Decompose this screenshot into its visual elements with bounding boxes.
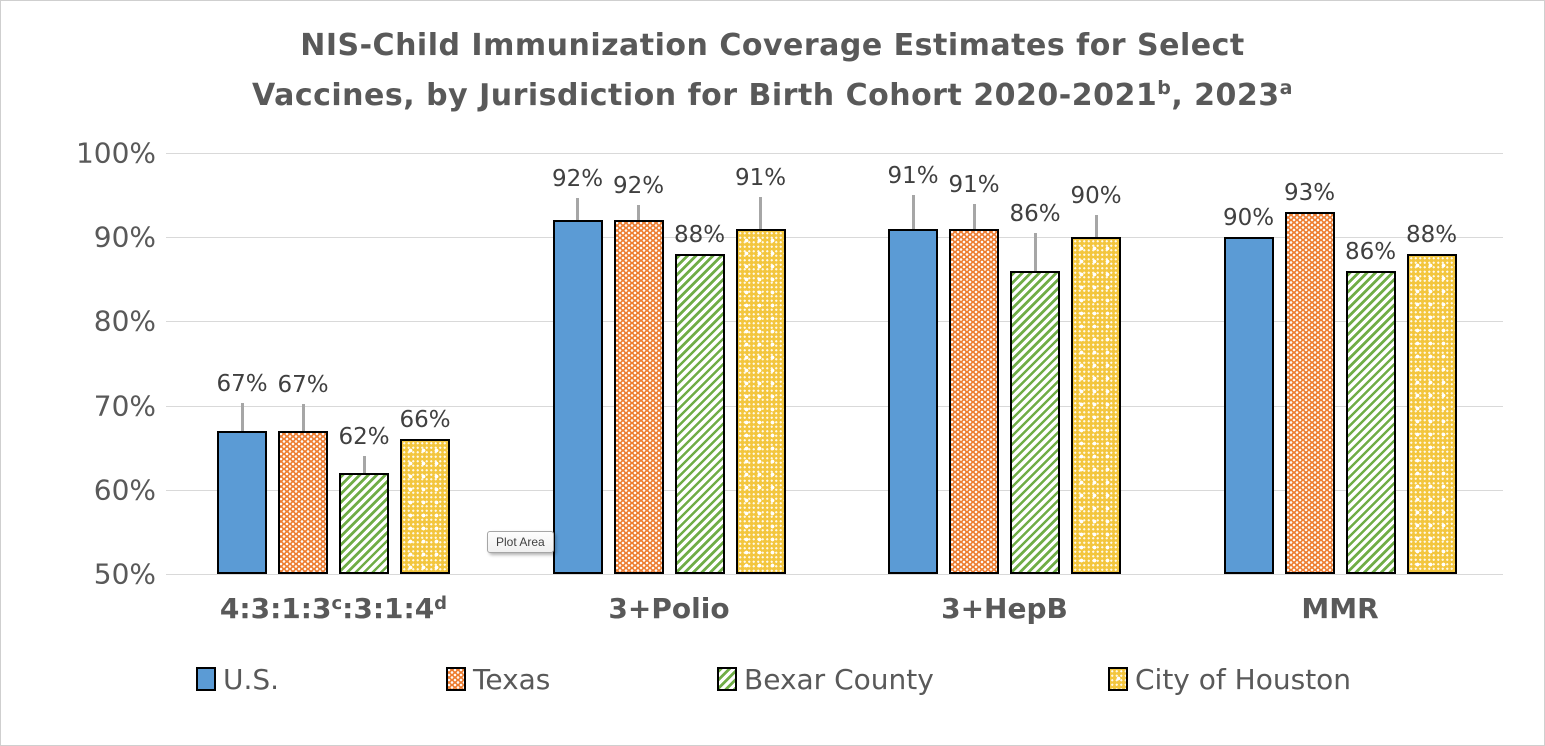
y-tick-label: 60% (93, 473, 156, 507)
error-bar-us-cat1 (240, 403, 244, 431)
legend-label-houston: City of Houston (1135, 662, 1352, 696)
legend: U.S. Texas Bexar County City of Houston (1, 661, 1544, 701)
plot-area-tooltip: Plot Area (487, 531, 554, 553)
data-label-texas-cat1: 67% (277, 371, 329, 398)
bar-texas-cat2[interactable] (613, 220, 664, 574)
error-bar-houston-cat2 (759, 196, 762, 229)
x-category-label-1: 4:3:1:3c:3:1:4d (220, 592, 447, 625)
y-tick-label: 100% (75, 136, 156, 170)
legend-item-bexar[interactable]: Bexar County (717, 661, 934, 697)
category-text: 3+Polio (608, 592, 730, 625)
bar-houston-cat3[interactable] (1071, 237, 1121, 574)
data-label-houston-cat1: 66% (399, 407, 451, 434)
data-label-bexar-cat1: 62% (338, 424, 390, 451)
gridline (166, 489, 1503, 491)
data-label-us-cat1: 67% (216, 371, 268, 398)
legend-item-texas[interactable]: Texas (446, 661, 550, 697)
legend-label-us: U.S. (223, 662, 280, 696)
error-bar-us-cat3 (911, 195, 915, 229)
category-text: :3:1:4 (342, 592, 435, 625)
error-bar-us-cat2 (576, 198, 579, 221)
gridline (166, 321, 1503, 323)
data-label-us-cat4: 90% (1222, 205, 1275, 232)
bar-houston-cat2[interactable] (735, 228, 786, 574)
bar-houston-cat1[interactable] (400, 439, 450, 574)
bar-texas-cat3[interactable] (949, 228, 999, 574)
chart-title: NIS-Child Immunization Coverage Estimate… (1, 25, 1544, 117)
category-text: 3+HepB (941, 592, 1068, 625)
error-bar-texas-cat2 (637, 205, 640, 221)
x-category-label-4: MMR (1301, 592, 1378, 625)
error-bar-bexar-cat3 (1033, 232, 1037, 271)
gridline (166, 153, 1503, 154)
legend-swatch-bexar (717, 667, 737, 691)
y-tick-label: 90% (93, 220, 156, 254)
data-label-houston-cat2: 91% (734, 164, 787, 191)
bar-us-cat4[interactable] (1223, 237, 1274, 574)
legend-label-bexar: Bexar County (744, 662, 934, 696)
legend-item-houston[interactable]: City of Houston (1108, 661, 1351, 697)
bar-bexar-cat2[interactable] (674, 254, 725, 574)
data-label-bexar-cat3: 86% (1009, 201, 1061, 227)
category-text: MMR (1301, 592, 1379, 625)
gridline (166, 237, 1503, 239)
error-bar-bexar-cat1 (362, 456, 366, 473)
legend-swatch-houston (1108, 667, 1128, 691)
bar-bexar-cat3[interactable] (1010, 270, 1060, 574)
bar-us-cat1[interactable] (217, 430, 267, 574)
bar-us-cat3[interactable] (888, 228, 938, 574)
plot-area[interactable]: 67% 67% 62% 66% 92% 92% 88% 91% 91% 91% 86% 90% 90% 9… (166, 153, 1503, 575)
category-superscript: d (434, 593, 448, 614)
bar-bexar-cat4[interactable] (1345, 270, 1396, 574)
error-bar-texas-cat1 (301, 403, 305, 431)
error-bar-texas-cat3 (972, 203, 976, 229)
data-label-texas-cat2: 92% (612, 173, 665, 200)
bar-houston-cat4[interactable] (1406, 254, 1457, 574)
bar-texas-cat1[interactable] (278, 430, 328, 574)
data-label-us-cat2: 92% (551, 166, 604, 193)
category-text: 4:3:1:3 (219, 592, 332, 625)
data-label-us-cat3: 91% (887, 163, 939, 190)
data-label-bexar-cat4: 86% (1344, 238, 1397, 265)
gridline (166, 405, 1503, 407)
bar-us-cat2[interactable] (552, 220, 603, 574)
error-bar-houston-cat3 (1094, 215, 1098, 238)
gridline (166, 574, 1503, 575)
x-category-label-3: 3+HepB (941, 592, 1068, 625)
category-superscript: c (331, 593, 343, 614)
data-label-houston-cat4: 88% (1405, 222, 1458, 249)
y-tick-label: 50% (93, 557, 156, 591)
legend-item-us[interactable]: U.S. (196, 661, 279, 697)
title-superscript-b: b (1157, 77, 1172, 99)
y-tick-label: 80% (93, 304, 156, 338)
y-tick-label: 70% (93, 389, 156, 423)
chart-title-line1: NIS-Child Immunization Coverage Estimate… (300, 28, 1245, 63)
chart-title-line2: Vaccines, by Jurisdiction for Birth Coho… (1, 67, 1544, 117)
bar-texas-cat4[interactable] (1284, 211, 1335, 574)
title-superscript-a: a (1279, 77, 1293, 99)
data-label-houston-cat3: 90% (1070, 183, 1122, 210)
x-category-label-2: 3+Polio (608, 592, 729, 625)
title-text: , 2023 (1171, 78, 1280, 113)
data-label-bexar-cat2: 88% (673, 222, 726, 249)
data-label-texas-cat3: 91% (948, 171, 1000, 198)
data-label-texas-cat4: 93% (1283, 179, 1336, 206)
bar-bexar-cat1[interactable] (339, 472, 389, 574)
title-text: Vaccines, by Jurisdiction for Birth Coho… (252, 78, 1158, 113)
legend-swatch-us (196, 667, 216, 691)
legend-swatch-texas (446, 667, 466, 691)
legend-label-texas: Texas (473, 662, 551, 696)
